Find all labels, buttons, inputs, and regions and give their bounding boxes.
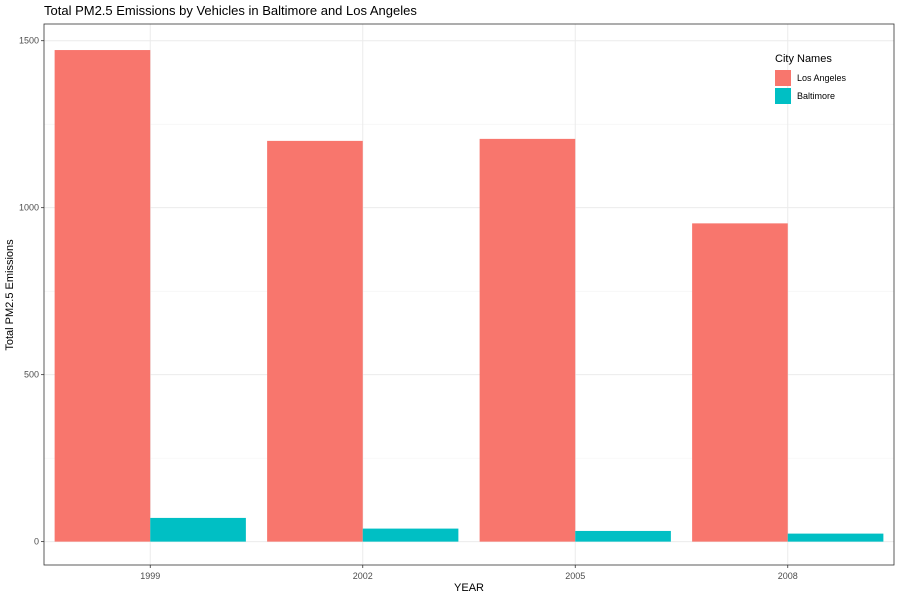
x-axis-label: YEAR [454,582,484,594]
legend-swatch-baltimore [775,88,791,104]
bar-baltimore-2002 [362,528,459,542]
bar-baltimore-2008 [787,533,884,542]
y-tick-label: 1500 [19,36,39,46]
bar-baltimore-1999 [150,517,246,542]
chart-title: Total PM2.5 Emissions by Vehicles in Bal… [44,3,417,18]
x-tick-label: 2002 [353,571,373,581]
bar-los-angeles-2005 [479,138,576,542]
legend-title: City Names [775,53,832,65]
legend: City Names Los Angeles Baltimore [775,53,847,104]
bar-los-angeles-1999 [54,50,151,542]
y-axis-label: Total PM2.5 Emissions [4,239,16,351]
bar-baltimore-2005 [575,530,671,542]
axes: 0 500 1000 1500 1999 2002 2005 2008 [19,36,798,581]
bar-los-angeles-2008 [692,223,788,542]
legend-items: Los Angeles Baltimore [775,70,847,104]
plot-panel-border [43,23,895,566]
legend-label-los-angeles: Los Angeles [797,73,847,83]
legend-label-baltimore: Baltimore [797,91,835,101]
bar-los-angeles-2002 [267,140,363,542]
bars [54,50,884,542]
x-tick-label: 1999 [140,571,160,581]
y-tick-label: 1000 [19,203,39,213]
y-tick-label: 500 [24,370,39,380]
x-tick-label: 2005 [565,571,585,581]
y-tick-label: 0 [34,537,39,547]
x-tick-label: 2008 [778,571,798,581]
legend-swatch-los-angeles [775,70,791,86]
